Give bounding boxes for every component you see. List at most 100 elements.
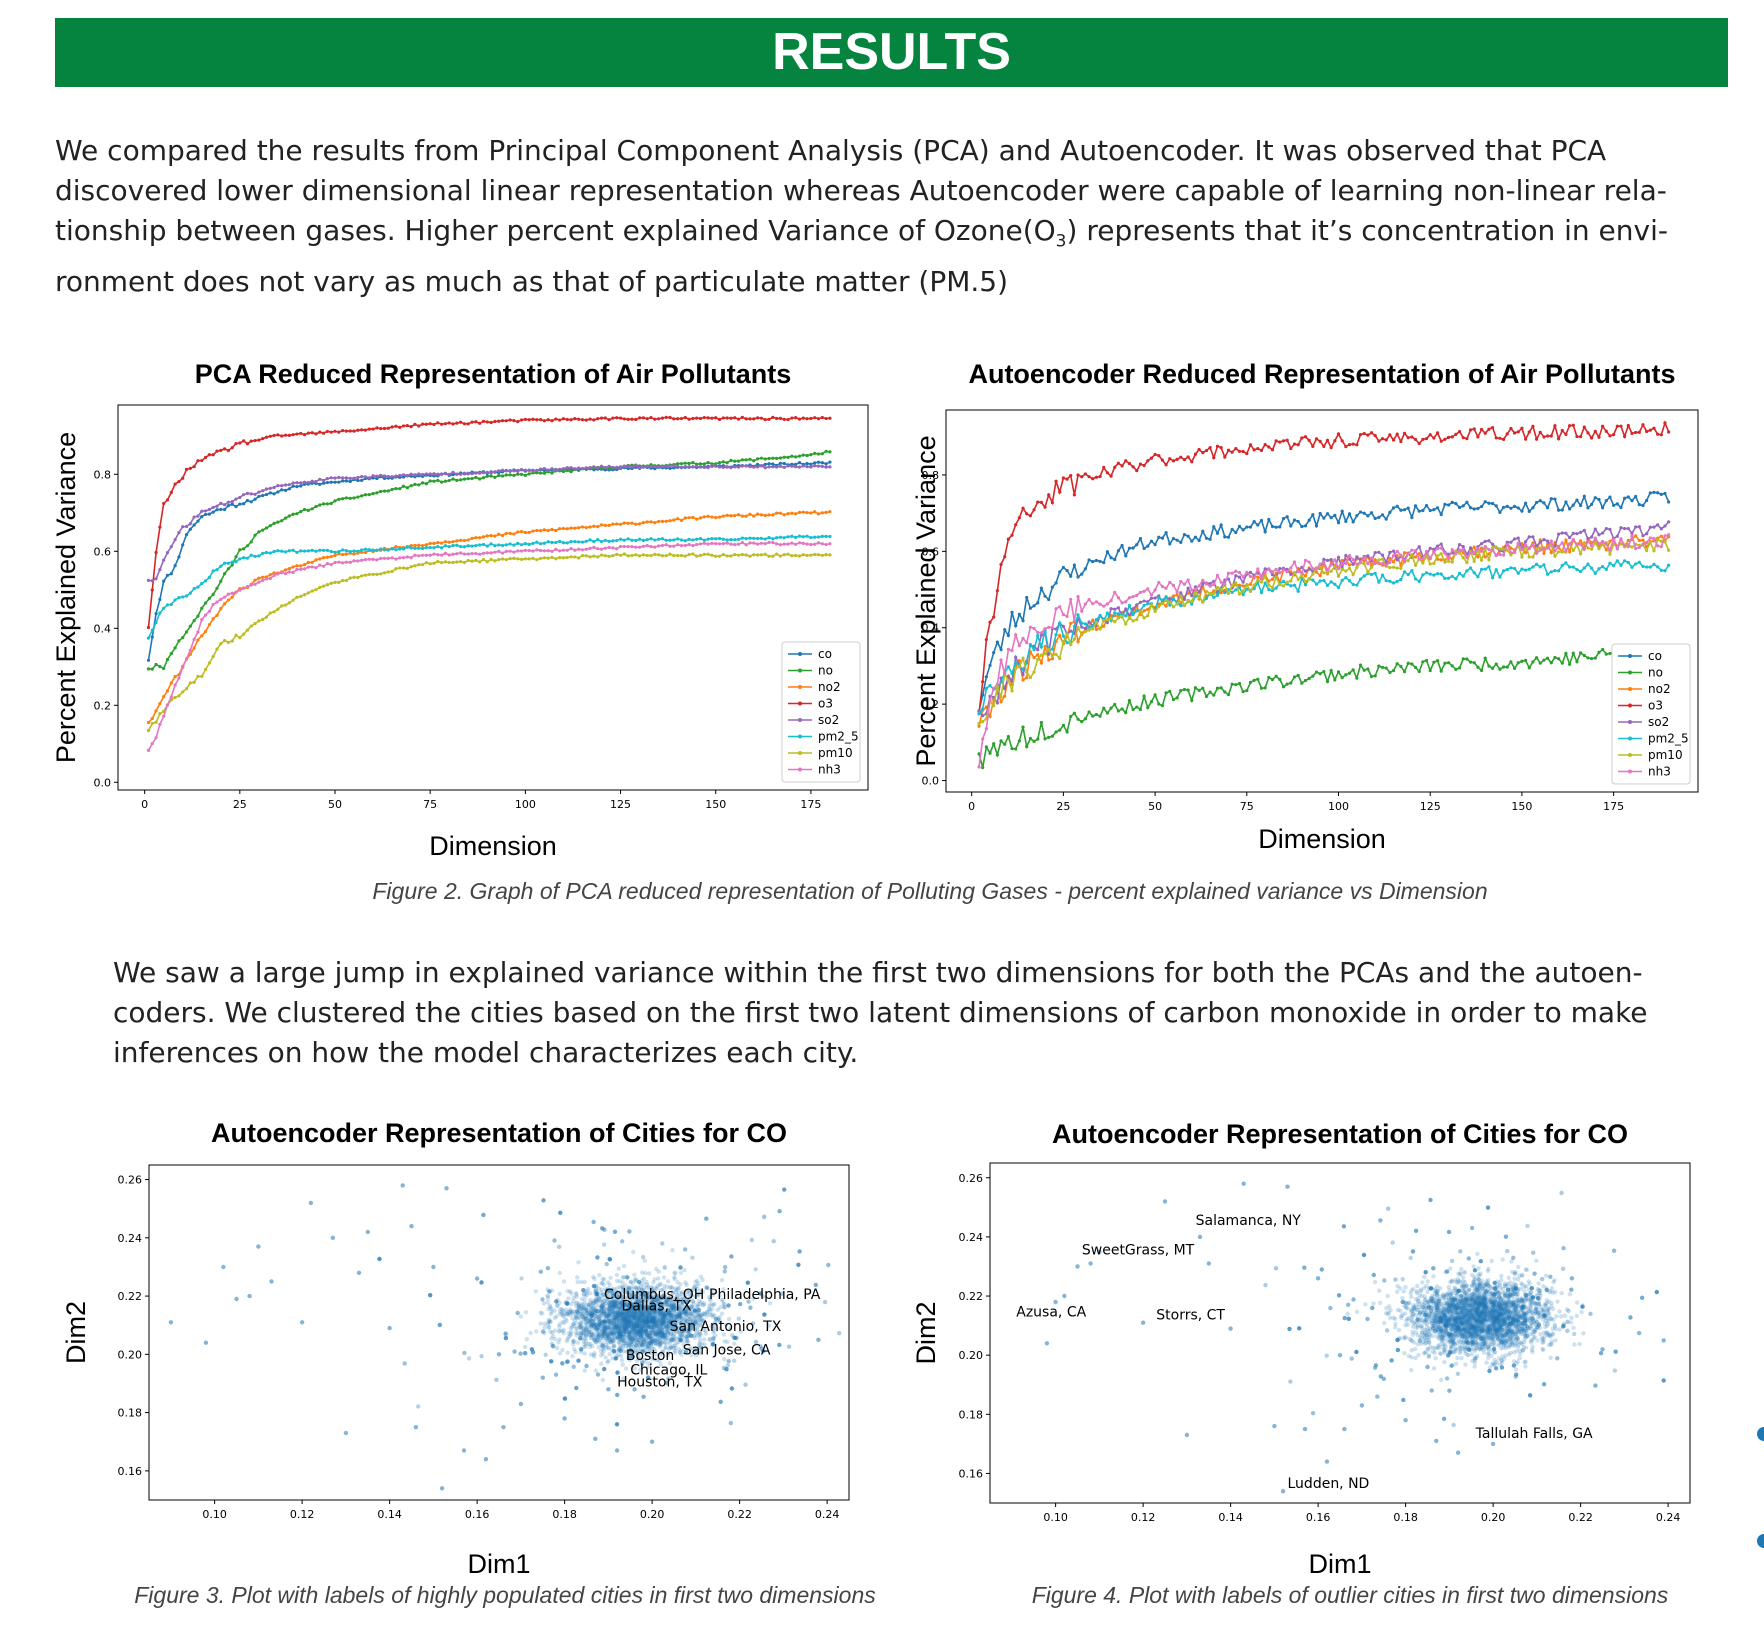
- city-point: [662, 1336, 667, 1341]
- series-marker: [329, 430, 333, 434]
- series-marker: [615, 465, 619, 469]
- series-marker: [1138, 537, 1143, 541]
- series-marker: [1597, 435, 1601, 439]
- series-marker: [280, 571, 284, 575]
- city-point: [584, 1288, 589, 1294]
- series-marker: [420, 422, 425, 426]
- series-marker: [546, 528, 550, 533]
- series-marker: [337, 580, 341, 584]
- series-marker: [447, 478, 451, 483]
- series-marker: [1160, 704, 1165, 708]
- city-point: [644, 1306, 650, 1311]
- series-marker: [1439, 546, 1443, 550]
- city-point: [692, 1314, 698, 1319]
- series-marker: [466, 422, 470, 426]
- series-marker: [1087, 558, 1091, 562]
- series-marker: [1641, 538, 1645, 542]
- series-marker: [352, 549, 356, 553]
- city-point: [628, 1315, 634, 1320]
- series-marker: [1028, 625, 1032, 629]
- city-point: [652, 1277, 657, 1282]
- series-marker: [1608, 548, 1612, 552]
- city-point: [556, 1340, 561, 1345]
- series-marker: [558, 539, 562, 544]
- city-point: [684, 1290, 690, 1295]
- series-marker: [1190, 460, 1194, 464]
- city-point: [611, 1322, 617, 1327]
- city-point: [596, 1309, 601, 1314]
- city-point: [717, 1293, 722, 1298]
- series-marker: [1190, 588, 1194, 592]
- series-marker: [1410, 515, 1414, 520]
- series-marker: [1355, 676, 1359, 680]
- series-marker: [1505, 665, 1509, 669]
- city-point: [636, 1354, 641, 1359]
- series-marker: [519, 549, 524, 553]
- series-marker: [1494, 545, 1498, 549]
- city-point: [655, 1316, 660, 1321]
- series-marker: [420, 481, 425, 485]
- series-marker: [325, 555, 329, 559]
- city-point: [618, 1319, 623, 1324]
- city-point: [613, 1316, 618, 1321]
- series-marker: [508, 531, 512, 536]
- city-point: [629, 1327, 634, 1332]
- city-point: [634, 1340, 639, 1345]
- series-marker: [1028, 606, 1032, 610]
- city-point: [651, 1307, 656, 1313]
- city-point: [611, 1308, 616, 1313]
- city-point: [602, 1310, 607, 1316]
- series-marker: [1076, 625, 1080, 630]
- series-marker: [1439, 542, 1443, 546]
- city-point: [563, 1307, 569, 1313]
- city-point: [632, 1308, 637, 1313]
- city-point: [652, 1309, 658, 1315]
- city-point: [667, 1303, 673, 1308]
- series-marker: [1237, 586, 1242, 590]
- city-point: [628, 1303, 633, 1309]
- city-point: [576, 1306, 581, 1311]
- series-marker: [497, 558, 501, 562]
- city-point: [630, 1327, 635, 1332]
- series-marker: [417, 543, 421, 547]
- city-point: [672, 1318, 677, 1323]
- series-marker: [497, 543, 501, 547]
- city-point: [646, 1321, 651, 1327]
- series-marker: [428, 541, 432, 546]
- series-marker: [1182, 687, 1187, 692]
- city-point: [656, 1293, 661, 1299]
- series-marker: [763, 513, 767, 517]
- paragraph-line-head: tionship between gases. Higher percent e…: [55, 214, 1056, 247]
- series-marker: [1413, 665, 1418, 670]
- series-marker: [188, 624, 192, 628]
- series-marker: [1325, 568, 1330, 572]
- series-marker: [1395, 504, 1399, 508]
- series-marker: [1355, 514, 1359, 518]
- series-marker: [481, 542, 486, 547]
- city-point: [585, 1319, 591, 1324]
- city-point: [694, 1326, 699, 1331]
- series-marker: [253, 438, 257, 443]
- city-point: [657, 1318, 662, 1324]
- series-marker: [1223, 690, 1227, 694]
- city-point: [639, 1327, 644, 1333]
- city-point: [685, 1306, 690, 1311]
- series-marker: [672, 464, 676, 468]
- city-point: [591, 1323, 597, 1329]
- series-marker: [695, 416, 699, 420]
- series-marker: [417, 483, 421, 487]
- series-marker: [360, 548, 364, 552]
- city-point: [646, 1319, 652, 1324]
- city-point: [627, 1321, 632, 1326]
- series-marker: [1039, 631, 1043, 635]
- series-marker: [717, 536, 722, 541]
- city-point: [603, 1331, 608, 1336]
- series-marker: [1146, 587, 1150, 591]
- series-marker: [1252, 583, 1256, 587]
- series-marker: [733, 552, 737, 557]
- series-marker: [1179, 579, 1183, 584]
- series-marker: [824, 510, 828, 514]
- series-marker: [1259, 448, 1264, 452]
- series-marker: [245, 628, 250, 632]
- city-point: [648, 1314, 653, 1319]
